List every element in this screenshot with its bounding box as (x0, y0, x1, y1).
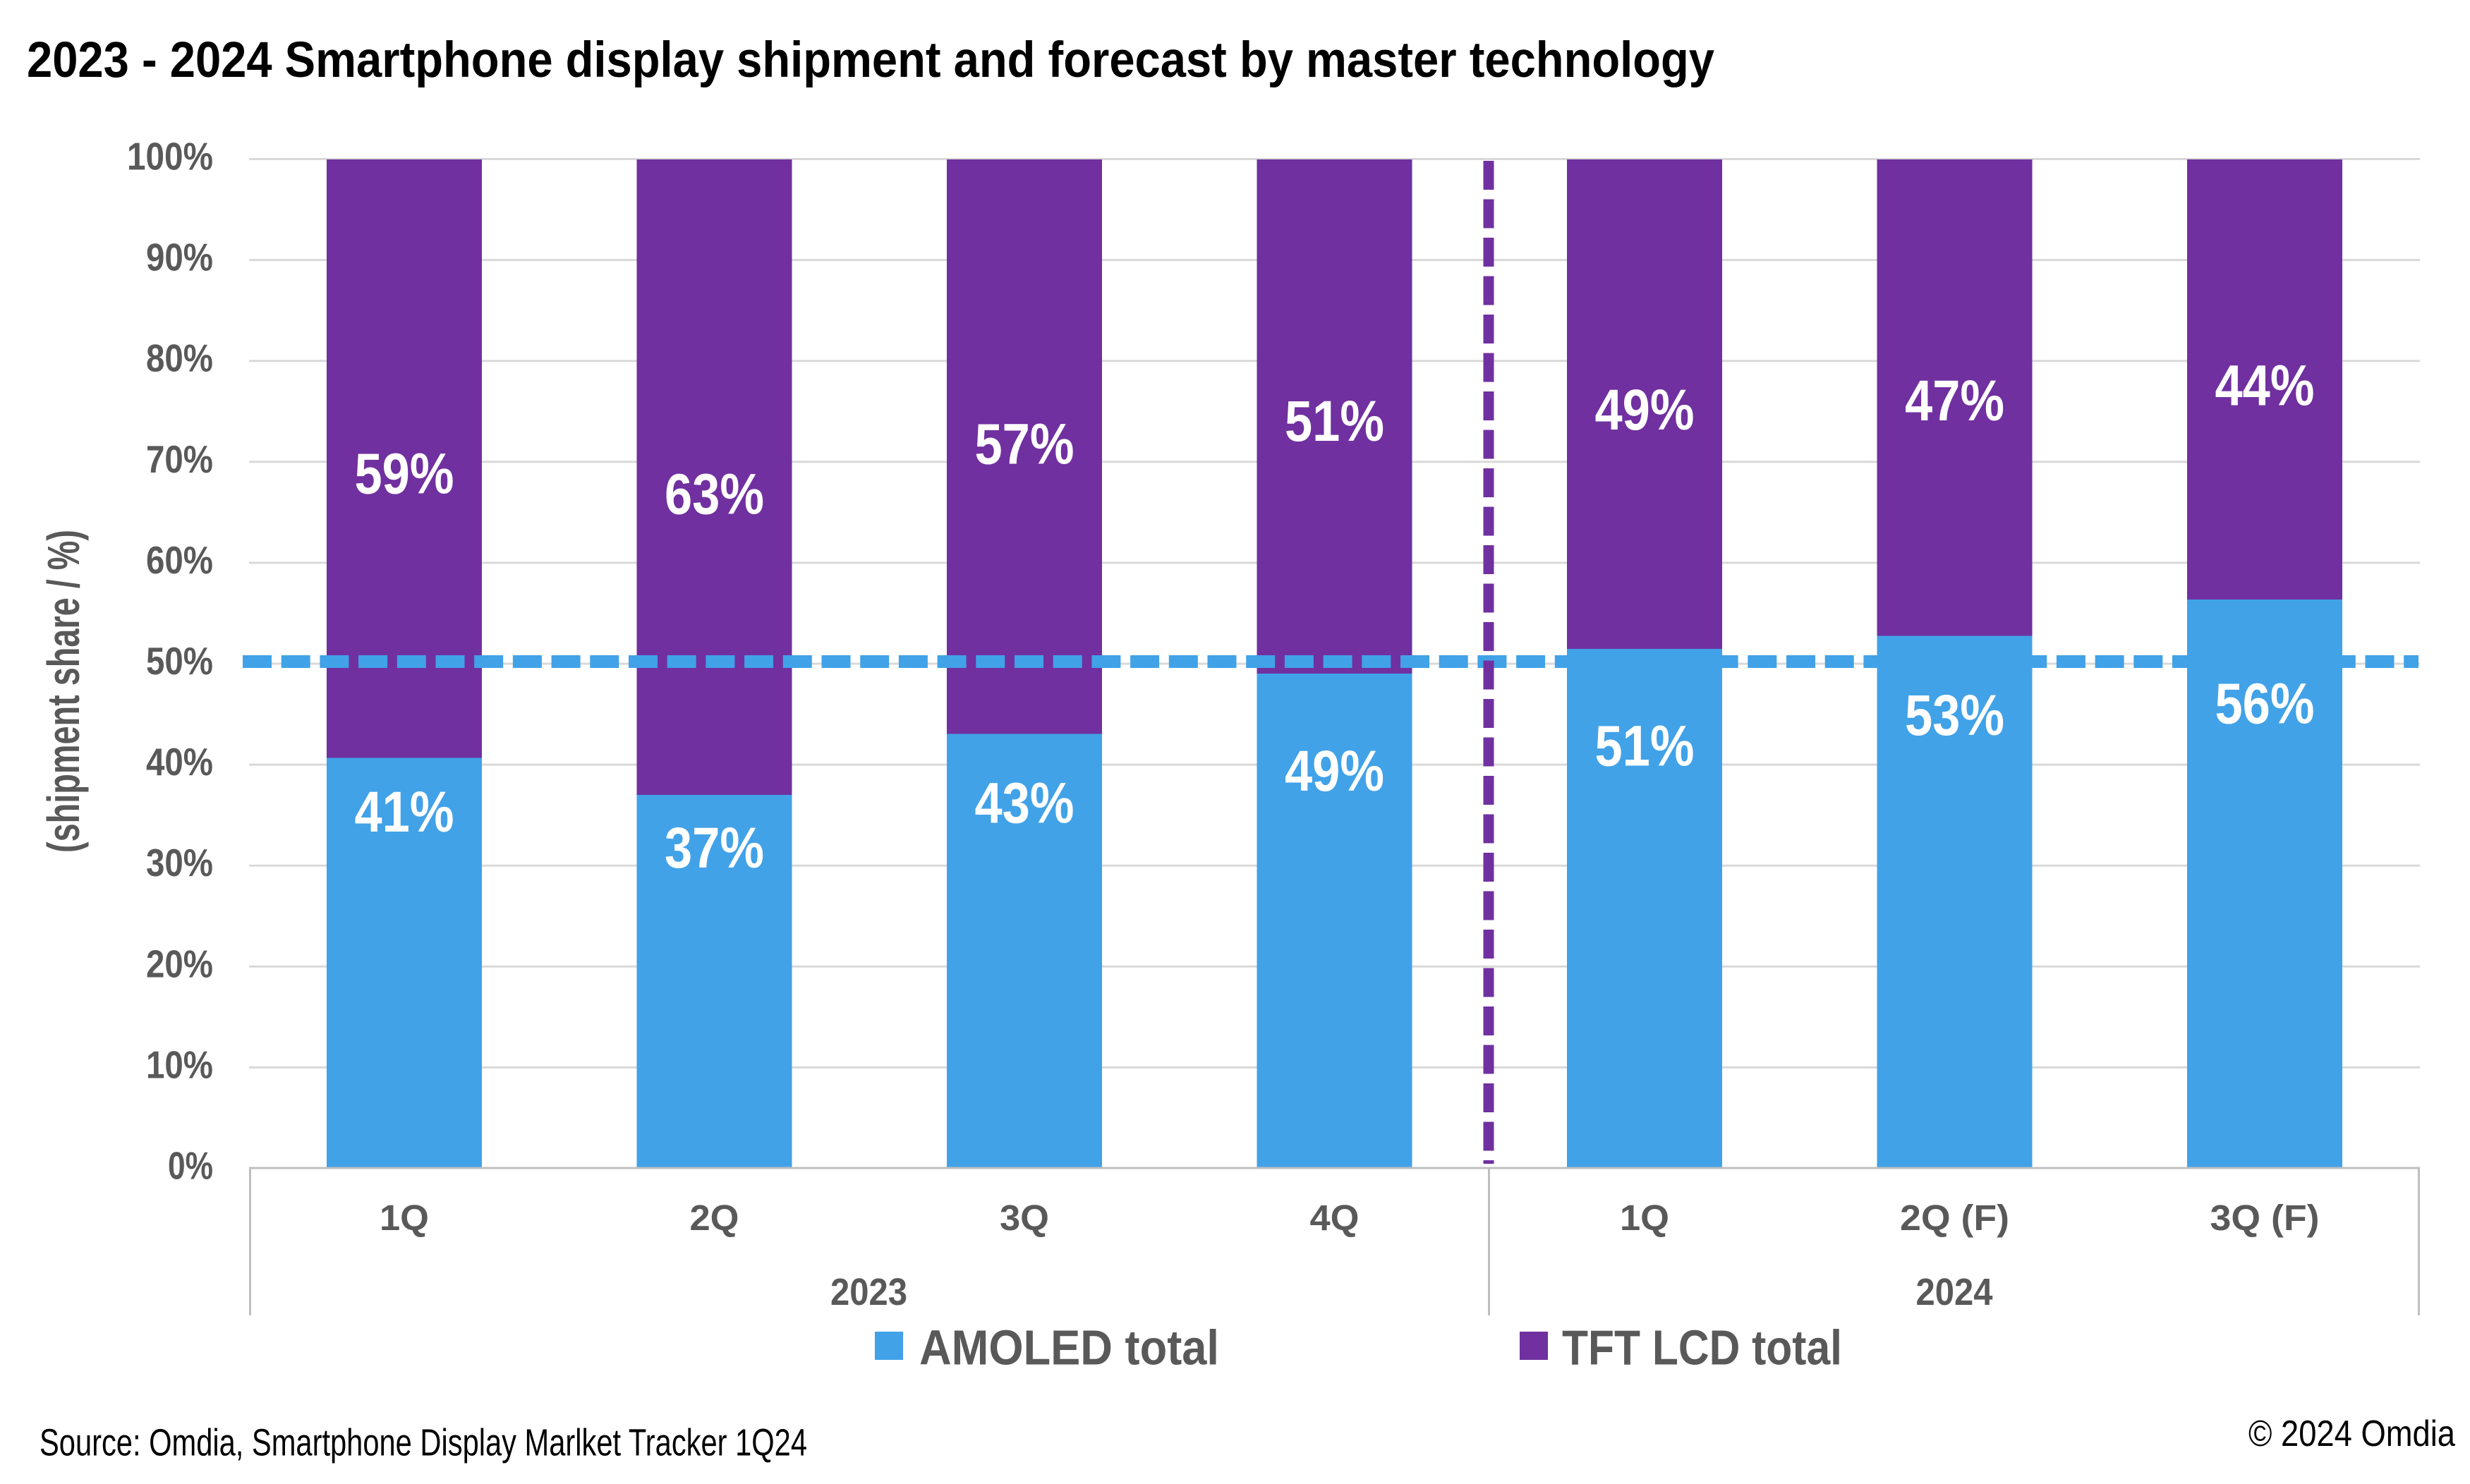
svg-text:1Q: 1Q (380, 1198, 429, 1238)
svg-text:41%: 41% (355, 780, 454, 844)
svg-text:10%: 10% (146, 1042, 213, 1086)
svg-text:3Q: 3Q (1000, 1198, 1049, 1238)
svg-text:49%: 49% (1285, 739, 1384, 803)
svg-text:90%: 90% (146, 236, 213, 279)
svg-text:(shipment share / %): (shipment share / %) (38, 530, 89, 853)
svg-text:Source: Omdia, Smartphone Disp: Source: Omdia, Smartphone Display Marlke… (40, 1422, 807, 1464)
svg-text:2Q: 2Q (690, 1198, 739, 1238)
svg-text:2023: 2023 (830, 1271, 907, 1313)
svg-text:44%: 44% (2215, 354, 2315, 418)
svg-text:2023 - 2024 Smartphone display: 2023 - 2024 Smartphone display shipment … (27, 32, 1714, 88)
svg-text:51%: 51% (1595, 714, 1695, 779)
svg-text:70%: 70% (146, 437, 213, 481)
svg-text:63%: 63% (665, 463, 764, 527)
svg-text:4Q: 4Q (1310, 1198, 1360, 1238)
svg-text:80%: 80% (146, 336, 213, 380)
svg-text:TFT LCD total: TFT LCD total (1562, 1320, 1842, 1375)
svg-text:2Q (F): 2Q (F) (1900, 1198, 2009, 1238)
svg-text:47%: 47% (1905, 369, 2004, 433)
svg-text:49%: 49% (1595, 378, 1695, 442)
svg-text:43%: 43% (975, 772, 1074, 836)
svg-text:60%: 60% (146, 538, 213, 582)
svg-text:100%: 100% (127, 135, 213, 178)
svg-text:51%: 51% (1285, 389, 1384, 454)
svg-text:50%: 50% (146, 639, 213, 683)
svg-text:0%: 0% (168, 1144, 213, 1188)
svg-text:1Q: 1Q (1620, 1198, 1669, 1238)
svg-text:3Q (F): 3Q (F) (2210, 1198, 2320, 1238)
svg-text:37%: 37% (665, 816, 764, 880)
svg-text:30%: 30% (146, 841, 213, 884)
svg-text:53%: 53% (1905, 683, 2004, 748)
svg-text:57%: 57% (975, 413, 1074, 477)
svg-text:© 2024 Omdia: © 2024 Omdia (2248, 1413, 2455, 1454)
svg-text:40%: 40% (146, 740, 213, 784)
svg-text:2024: 2024 (1916, 1271, 1993, 1313)
svg-text:59%: 59% (355, 442, 454, 506)
svg-text:20%: 20% (146, 942, 213, 985)
svg-text:AMOLED total: AMOLED total (919, 1320, 1219, 1375)
svg-text:56%: 56% (2215, 672, 2315, 736)
